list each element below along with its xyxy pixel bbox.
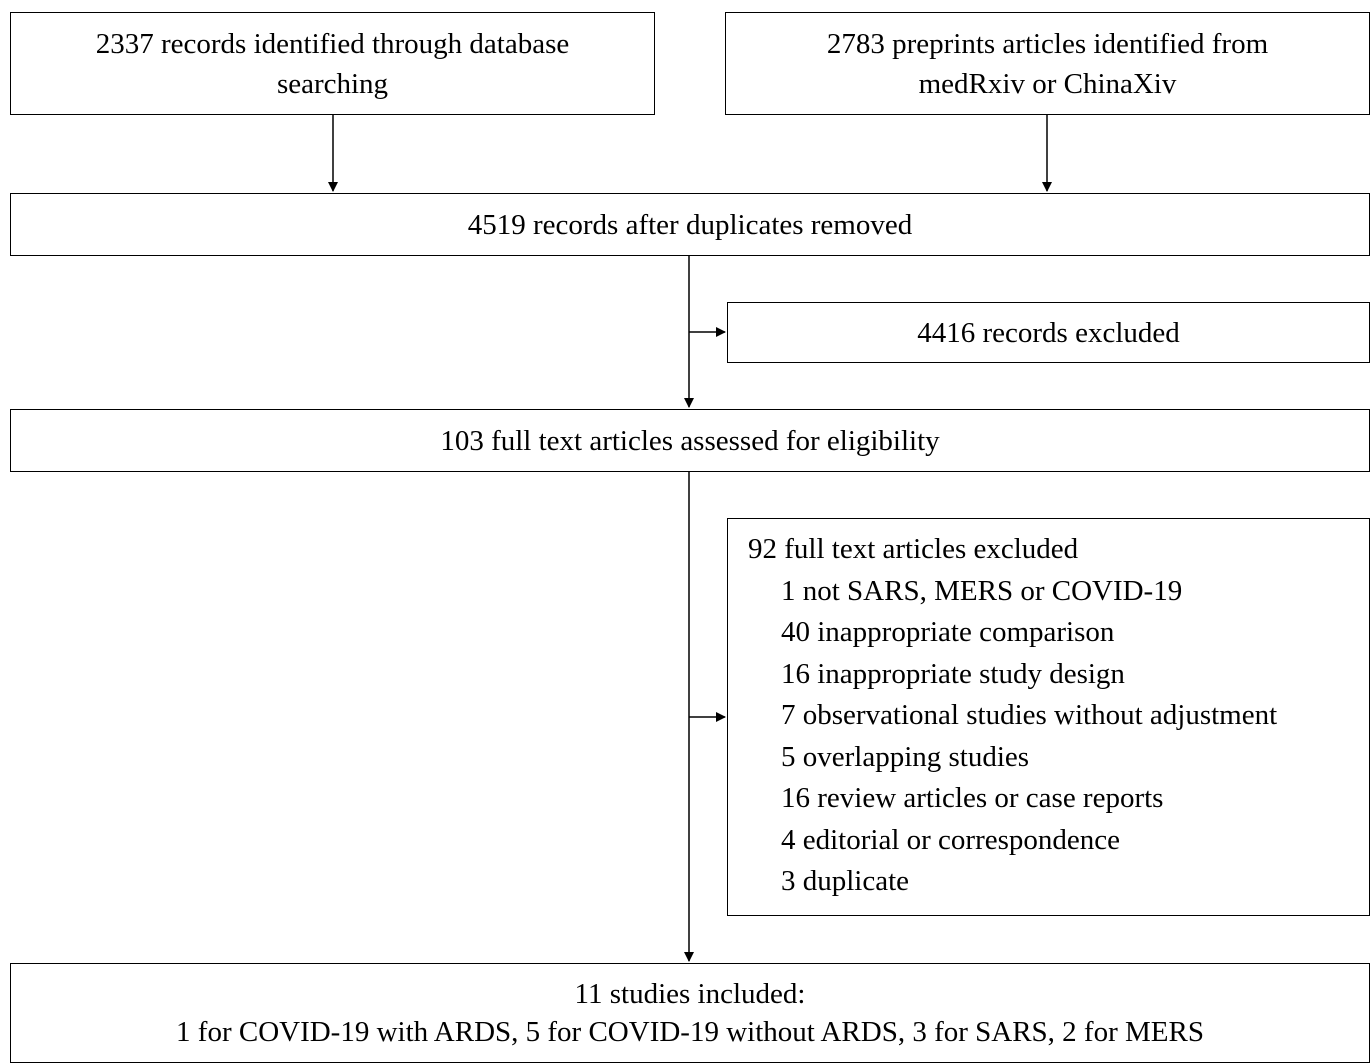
database-records-box: 2337 records identified through database… (10, 12, 655, 115)
exclusion-reason: 5 overlapping studies (781, 740, 1030, 773)
studies-included-box: 11 studies included: 1 for COVID-19 with… (10, 963, 1370, 1063)
deduplicated-records-text: 4519 records after duplicates removed (467, 208, 913, 241)
exclusion-reason: 16 inappropriate study design (781, 657, 1125, 690)
exclusion-reason: 3 duplicate (781, 865, 910, 897)
exclusion-reason: 1 not SARS, MERS or COVID-19 (781, 574, 1183, 607)
full-text-assessed-text: 103 full text articles assessed for elig… (440, 424, 940, 457)
preprints-records-line-2: medRxiv or ChinaXiv (918, 67, 1177, 100)
full-text-excluded-heading: 92 full text articles excluded (748, 533, 1079, 565)
full-text-assessed-box: 103 full text articles assessed for elig… (10, 409, 1370, 472)
studies-included-line-1: 11 studies included: (574, 978, 806, 1010)
database-records-line-1: 2337 records identified through database (95, 27, 570, 60)
studies-included-line-2: 1 for COVID-19 with ARDS, 5 for COVID-19… (176, 1016, 1204, 1048)
preprints-records-box: 2783 preprints articles identified from … (725, 12, 1370, 115)
exclusion-reasons-list: 1 not SARS, MERS or COVID-19 40 inapprop… (748, 571, 1369, 903)
records-excluded-text: 4416 records excluded (917, 316, 1180, 349)
exclusion-reason: 7 observational studies without adjustme… (781, 699, 1278, 731)
preprints-records-line-1: 2783 preprints articles identified from (826, 27, 1269, 60)
database-records-line-2: searching (276, 67, 389, 100)
records-excluded-box: 4416 records excluded (727, 302, 1370, 363)
exclusion-reason: 4 editorial or correspondence (781, 823, 1120, 856)
full-text-excluded-box: 92 full text articles excluded 1 not SAR… (727, 518, 1370, 916)
exclusion-reason: 16 review articles or case reports (781, 782, 1164, 814)
deduplicated-records-box: 4519 records after duplicates removed (10, 193, 1370, 256)
exclusion-reason: 40 inappropriate comparison (781, 616, 1115, 648)
